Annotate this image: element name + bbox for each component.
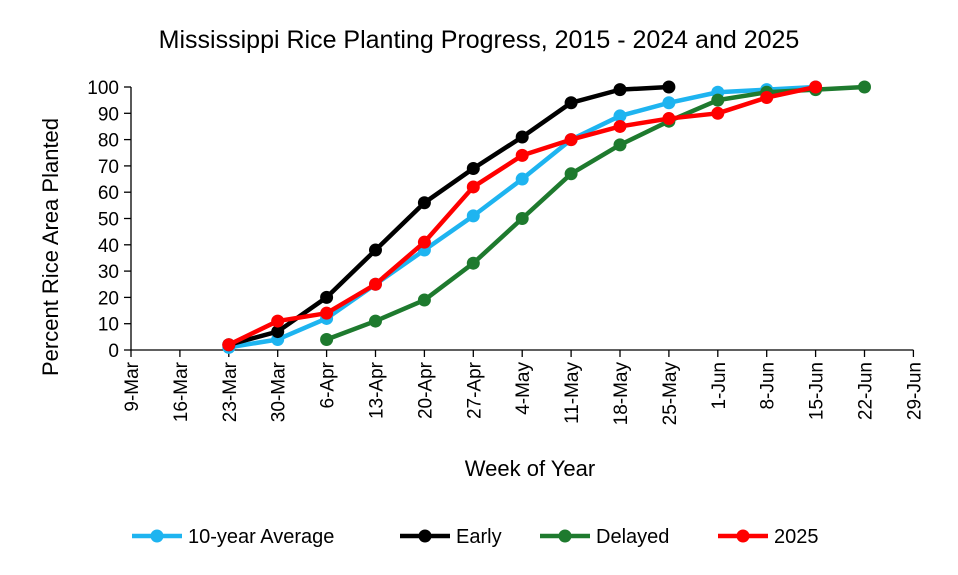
x-tick-label: 11-May xyxy=(562,362,583,424)
y-tick-label: 30 xyxy=(98,262,119,283)
data-point xyxy=(271,314,285,328)
data-point xyxy=(320,306,334,320)
data-point xyxy=(662,96,676,110)
x-tick-label: 20-Apr xyxy=(415,361,436,419)
legend-swatch-marker xyxy=(418,529,432,543)
series-line xyxy=(228,84,670,347)
x-tick-label: 25-May xyxy=(660,362,681,426)
x-tick-label: 29-Jun xyxy=(904,362,925,420)
legend-item: Early xyxy=(400,526,502,548)
legend-swatch-marker xyxy=(558,529,572,543)
data-point xyxy=(613,109,627,123)
series-2025 xyxy=(222,80,823,352)
data-point xyxy=(613,83,627,97)
series-line xyxy=(325,84,865,342)
data-point xyxy=(369,243,382,257)
x-tick-label: 15-Jun xyxy=(807,362,828,420)
legend: 10-year Average Early Delayed 2025 xyxy=(132,526,819,548)
data-point xyxy=(417,293,431,307)
x-tick-label: 8-Jun xyxy=(758,362,779,410)
x-axis-label: Week of Year xyxy=(465,456,595,481)
data-point xyxy=(711,93,725,107)
x-tick-label: 27-Apr xyxy=(464,361,485,419)
data-point xyxy=(369,314,382,328)
data-point xyxy=(613,119,627,133)
data-point xyxy=(809,80,823,94)
x-tick-label: 22-Jun xyxy=(856,362,877,420)
legend-item: 2025 xyxy=(718,526,819,548)
data-point xyxy=(858,80,871,94)
plot-area: 0 10 20 30 40 50 60 70 80 90 100 9-Mar 16-Mar 23-Mar 3… xyxy=(87,78,925,425)
y-tick-label: 10 xyxy=(98,315,119,336)
chart-title: Mississippi Rice Planting Progress, 2015… xyxy=(159,26,800,54)
y-tick-label: 50 xyxy=(98,210,119,231)
x-tick-label: 30-Mar xyxy=(269,361,290,422)
legend-label: Early xyxy=(456,526,502,548)
data-point xyxy=(320,332,334,346)
x-tick-label: 9-Mar xyxy=(122,361,143,411)
legend-label: Delayed xyxy=(596,526,669,548)
data-point xyxy=(760,91,774,105)
y-tick-label: 80 xyxy=(98,131,119,152)
x-tick-label: 13-Apr xyxy=(367,361,388,419)
data-point xyxy=(466,209,480,223)
y-tick-label: 40 xyxy=(98,236,119,257)
data-point xyxy=(662,80,676,94)
data-point xyxy=(417,235,431,249)
series-delayed xyxy=(320,80,871,346)
y-tick-label: 20 xyxy=(98,288,119,309)
data-point xyxy=(613,138,627,152)
data-point xyxy=(515,130,529,144)
y-tick-label: 100 xyxy=(87,78,119,99)
legend-swatch-marker xyxy=(150,529,164,543)
legend-item: 10-year Average xyxy=(132,526,334,548)
x-tick-label: 23-Mar xyxy=(220,361,241,422)
x-tick-label: 1-Jun xyxy=(709,362,730,410)
x-tick-label: 6-Apr xyxy=(318,361,339,408)
y-tick-label: 0 xyxy=(108,341,119,362)
x-tick-label: 4-May xyxy=(513,362,534,415)
legend-swatch-marker xyxy=(736,529,750,543)
data-point xyxy=(515,148,529,162)
data-point xyxy=(564,133,578,147)
series-early xyxy=(222,80,676,352)
y-tick-label: 70 xyxy=(98,157,119,178)
data-point xyxy=(466,256,480,270)
data-point xyxy=(271,325,285,339)
data-point xyxy=(320,290,334,304)
legend-item: Delayed xyxy=(540,526,669,548)
y-tick-label: 90 xyxy=(98,104,119,125)
data-point xyxy=(515,212,529,225)
data-point xyxy=(417,196,431,210)
x-tick-label: 16-Mar xyxy=(171,361,192,422)
data-point xyxy=(222,338,236,352)
data-point xyxy=(515,172,529,186)
data-point xyxy=(466,162,480,176)
data-point xyxy=(564,167,578,181)
legend-label: 2025 xyxy=(774,526,819,548)
data-point xyxy=(711,106,725,120)
data-point xyxy=(662,112,676,126)
data-point xyxy=(564,96,578,110)
y-axis-label: Percent Rice Area Planted xyxy=(38,118,63,376)
y-tick-label: 60 xyxy=(98,183,119,204)
data-point xyxy=(369,277,382,291)
x-tick-label: 18-May xyxy=(611,362,632,426)
legend-label: 10-year Average xyxy=(188,526,334,548)
data-point xyxy=(466,180,480,194)
